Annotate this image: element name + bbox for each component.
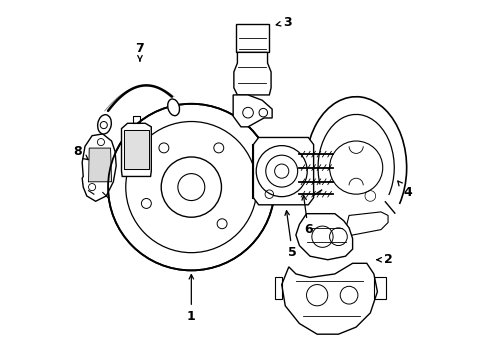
Text: 3: 3 <box>276 16 291 29</box>
Polygon shape <box>253 138 313 205</box>
Text: 5: 5 <box>285 211 296 259</box>
Circle shape <box>329 141 382 194</box>
Polygon shape <box>295 214 352 260</box>
Text: 1: 1 <box>186 275 195 323</box>
Polygon shape <box>88 148 111 182</box>
Polygon shape <box>235 24 269 53</box>
Circle shape <box>108 104 274 270</box>
Polygon shape <box>343 212 387 237</box>
Text: 7: 7 <box>135 42 144 61</box>
Text: 2: 2 <box>376 253 392 266</box>
Polygon shape <box>233 53 270 95</box>
Text: 4: 4 <box>397 181 411 199</box>
Text: 8: 8 <box>74 145 88 159</box>
Polygon shape <box>281 263 377 334</box>
Circle shape <box>265 155 297 187</box>
Polygon shape <box>123 130 149 169</box>
Polygon shape <box>82 134 116 201</box>
Circle shape <box>256 145 306 197</box>
Polygon shape <box>121 123 151 176</box>
Ellipse shape <box>98 115 111 134</box>
Text: 6: 6 <box>302 195 312 236</box>
Polygon shape <box>233 95 272 127</box>
Ellipse shape <box>167 99 179 116</box>
